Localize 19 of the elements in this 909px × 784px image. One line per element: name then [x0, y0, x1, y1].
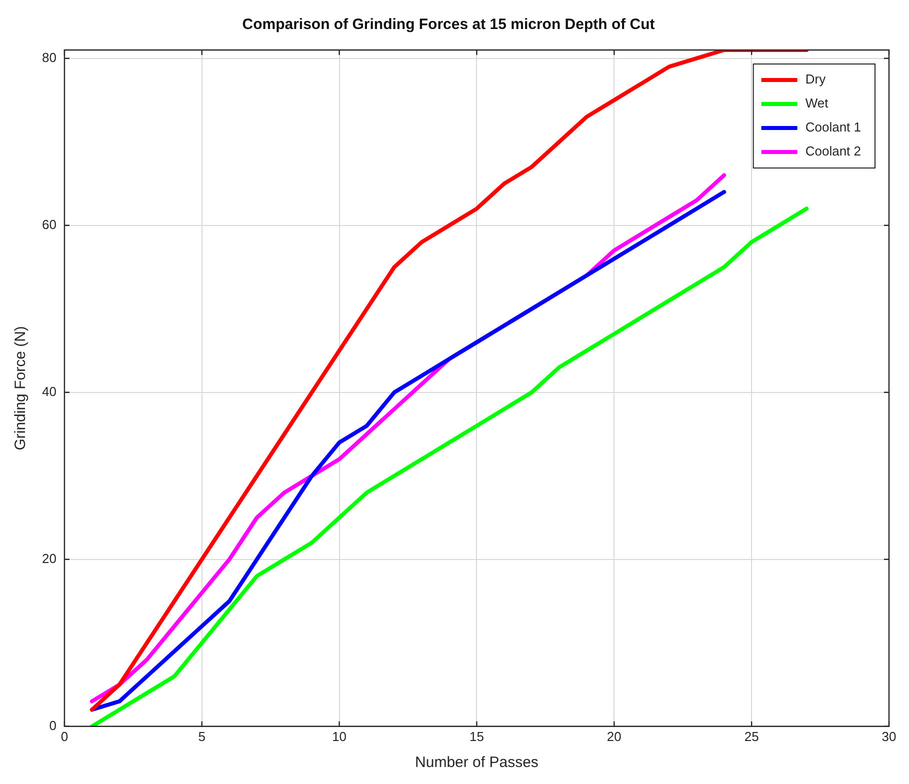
y-tick-label: 0	[49, 718, 56, 733]
x-tick-label: 0	[60, 728, 68, 744]
legend-label: Coolant 2	[805, 144, 862, 159]
x-tick-label: 30	[882, 728, 896, 744]
legend-label: Coolant 1	[805, 120, 862, 135]
x-axis-title: Number of Passes	[415, 754, 538, 772]
y-tick-label: 20	[42, 550, 56, 566]
x-tick-label: 5	[198, 728, 206, 744]
y-tick-label: 40	[42, 384, 56, 399]
x-tick-label: 25	[744, 728, 759, 744]
legend-label: Wet	[805, 96, 829, 111]
chart-title: Comparison of Grinding Forces at 15 micron Depth of Cut	[242, 16, 655, 34]
x-tick-label: 15	[469, 728, 484, 744]
y-axis-title: Grinding Force (N)	[12, 326, 30, 450]
legend-label: Dry	[805, 72, 826, 87]
x-tick-label: 10	[332, 728, 347, 744]
y-tick-label: 80	[42, 50, 56, 65]
y-tick-label: 60	[42, 216, 56, 232]
x-tick-label: 20	[606, 728, 622, 744]
